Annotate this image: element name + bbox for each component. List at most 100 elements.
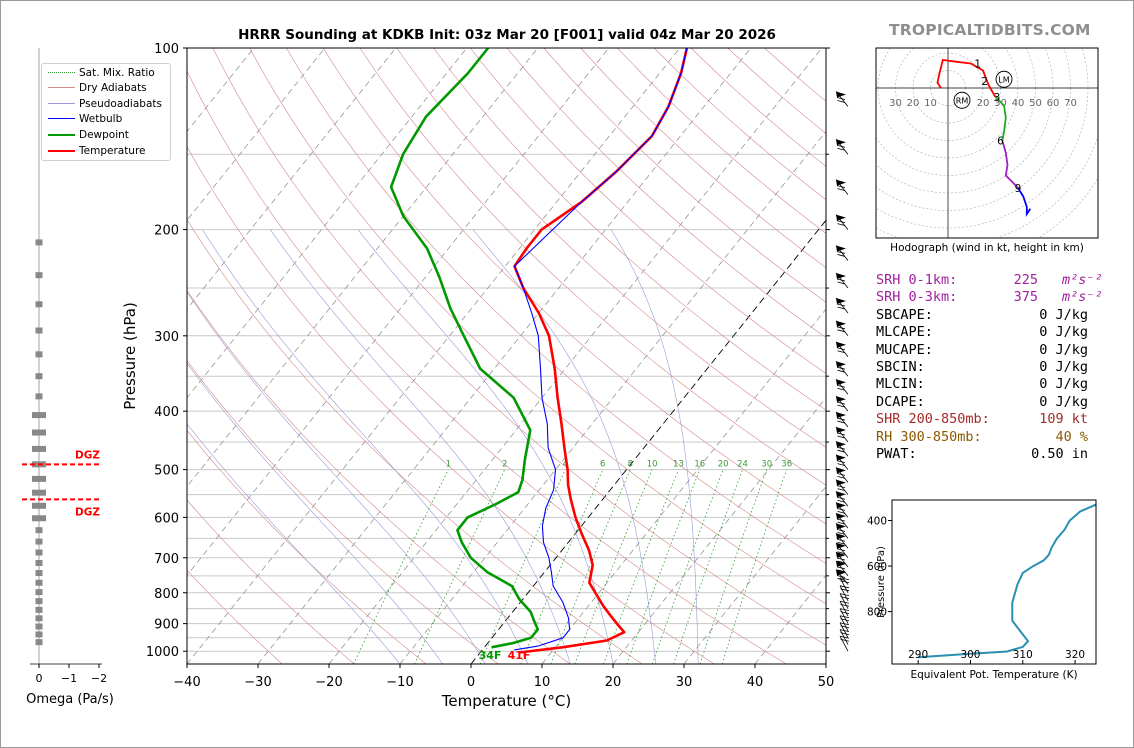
param-rh-300-850: RH 300-850mb: 40 % bbox=[876, 428, 1088, 445]
wind-barb-feather bbox=[837, 449, 846, 453]
wind-barb-feather bbox=[836, 432, 846, 436]
omega-bar bbox=[32, 445, 46, 452]
omega-bar bbox=[35, 538, 43, 545]
omega-bar bbox=[32, 412, 46, 419]
param-sbcape: SBCAPE: 0 J/kg bbox=[876, 306, 1088, 323]
legend-item-dewpoint: Dewpoint bbox=[42, 128, 170, 142]
pseudoadiabat bbox=[357, 229, 614, 664]
wind-barb-feather bbox=[836, 485, 846, 488]
param-srh-0-3km: SRH 0-3km: 375 m²s⁻² bbox=[876, 289, 1103, 306]
param-shear-200-850: SHR 200-850mb: 109 kt bbox=[876, 411, 1088, 428]
wind-barb-flag bbox=[836, 412, 846, 419]
hodograph-ring-label: 40 bbox=[1012, 98, 1025, 109]
wind-barb-feather bbox=[837, 306, 846, 310]
hodograph-trace bbox=[936, 59, 997, 98]
param-pwat: PWAT: 0.50 in bbox=[876, 445, 1088, 462]
wind-barb-flag bbox=[836, 427, 846, 434]
wind-barb-feather bbox=[836, 548, 846, 552]
wind-barb-feather bbox=[840, 580, 850, 584]
y-tick-label: 500 bbox=[154, 464, 179, 479]
theta-e-y-label: Pressure (hPa) bbox=[876, 546, 887, 618]
legend-swatch bbox=[48, 87, 75, 88]
dry-adiabat bbox=[359, 48, 826, 486]
wind-barb bbox=[839, 577, 849, 593]
wind-barb-feather bbox=[837, 350, 846, 354]
wind-barb-flag bbox=[836, 245, 846, 252]
wind-barb-feather bbox=[836, 185, 846, 188]
wind-barb bbox=[839, 601, 849, 617]
wind-barb-feather bbox=[837, 499, 846, 503]
omega-bar bbox=[35, 393, 43, 400]
wind-barb-flag bbox=[836, 379, 846, 386]
wind-barb-feather bbox=[837, 329, 846, 333]
pseudoadiabat bbox=[270, 229, 571, 664]
theta-e-y-tick-label: 400 bbox=[867, 516, 887, 528]
wind-barb-feather bbox=[836, 417, 846, 421]
dry-adiabat bbox=[433, 48, 826, 411]
isotherm-line bbox=[612, 397, 826, 664]
omega-bar bbox=[32, 515, 46, 522]
legend-label: Dry Adiabats bbox=[79, 82, 147, 94]
hodograph-height-label: 3 bbox=[994, 92, 1001, 104]
wind-barb-feather bbox=[836, 508, 846, 511]
legend-item-mixing-ratio: Sat. Mix. Ratio bbox=[42, 66, 170, 80]
wind-barb-feather bbox=[836, 384, 846, 388]
y-tick-label: 400 bbox=[154, 405, 179, 420]
wind-barb-flag bbox=[836, 467, 846, 474]
wind-barb-feather bbox=[836, 496, 846, 500]
omega-bar bbox=[35, 639, 43, 646]
omega-bar bbox=[35, 549, 43, 556]
x-tick-label: 20 bbox=[605, 675, 622, 690]
wind-barb-feather bbox=[840, 588, 850, 592]
wind-barb-flag bbox=[836, 533, 846, 540]
hodograph-trace bbox=[994, 96, 1007, 141]
dry-adiabat bbox=[187, 145, 715, 664]
y-tick-label: 700 bbox=[154, 552, 179, 567]
omega-bar bbox=[35, 559, 43, 566]
wind-barb-feather bbox=[837, 147, 846, 151]
dry-adiabat bbox=[187, 499, 355, 664]
hodograph-ring-label: 60 bbox=[1047, 98, 1060, 109]
pseudoadiabat bbox=[187, 362, 443, 664]
mixing-ratio-label: 8 bbox=[628, 460, 633, 470]
hodograph-frame bbox=[875, 47, 1099, 239]
x-tick-label: −40 bbox=[173, 675, 200, 690]
isotherm-line bbox=[187, 48, 539, 488]
hodograph-trace bbox=[1001, 140, 1019, 189]
wind-barb-feather bbox=[840, 596, 850, 600]
wind-barb bbox=[839, 608, 849, 624]
x-tick-label: 40 bbox=[747, 675, 764, 690]
wind-barb-flag bbox=[836, 551, 846, 558]
mixing-ratio-line bbox=[479, 469, 566, 664]
mixing-ratio-line bbox=[721, 469, 788, 664]
mixing-ratio-line bbox=[574, 469, 653, 664]
pseudoadiabat bbox=[610, 229, 699, 664]
wind-barb bbox=[839, 622, 849, 638]
x-tick-label: −20 bbox=[315, 675, 342, 690]
mixing-ratio-line bbox=[626, 469, 701, 664]
hodograph-trace bbox=[1017, 187, 1032, 217]
omega-bar bbox=[35, 272, 43, 279]
wind-barb-feather bbox=[837, 369, 846, 373]
hodograph-height-label: 6 bbox=[997, 136, 1004, 148]
dgz-label: DGZ bbox=[75, 506, 100, 518]
hodograph: 30 20 10 20 30 40 50 60 70 123 6 9 RM LM Hodograph (wi… bbox=[875, 47, 1099, 254]
omega-bar bbox=[35, 579, 43, 586]
legend-swatch bbox=[48, 150, 75, 152]
mixing-ratio-label: 2 bbox=[502, 460, 507, 470]
legend-item-pseudoadiabats: Pseudoadiabats bbox=[42, 97, 170, 111]
theta-e-panel: 290 300 310 320 400 600 800 Equivalent Pot. Tem… bbox=[867, 499, 1097, 681]
y-tick-label: 200 bbox=[154, 224, 179, 239]
y-tick-label: 1000 bbox=[146, 645, 179, 660]
wind-barb-feather bbox=[837, 476, 846, 479]
omega-bar bbox=[35, 527, 43, 534]
mixing-ratio-label: 20 bbox=[718, 460, 729, 470]
wind-barb bbox=[839, 615, 849, 631]
wind-barb-feather bbox=[836, 144, 846, 148]
wind-barb-feather bbox=[839, 577, 850, 581]
chart-legend: Sat. Mix. Ratio Dry Adiabats Pseudoadiab… bbox=[41, 63, 171, 161]
dgz-label: DGZ bbox=[75, 449, 100, 461]
dry-adiabat bbox=[543, 48, 826, 303]
theta-e-y-tick-label: 600 bbox=[867, 561, 887, 573]
